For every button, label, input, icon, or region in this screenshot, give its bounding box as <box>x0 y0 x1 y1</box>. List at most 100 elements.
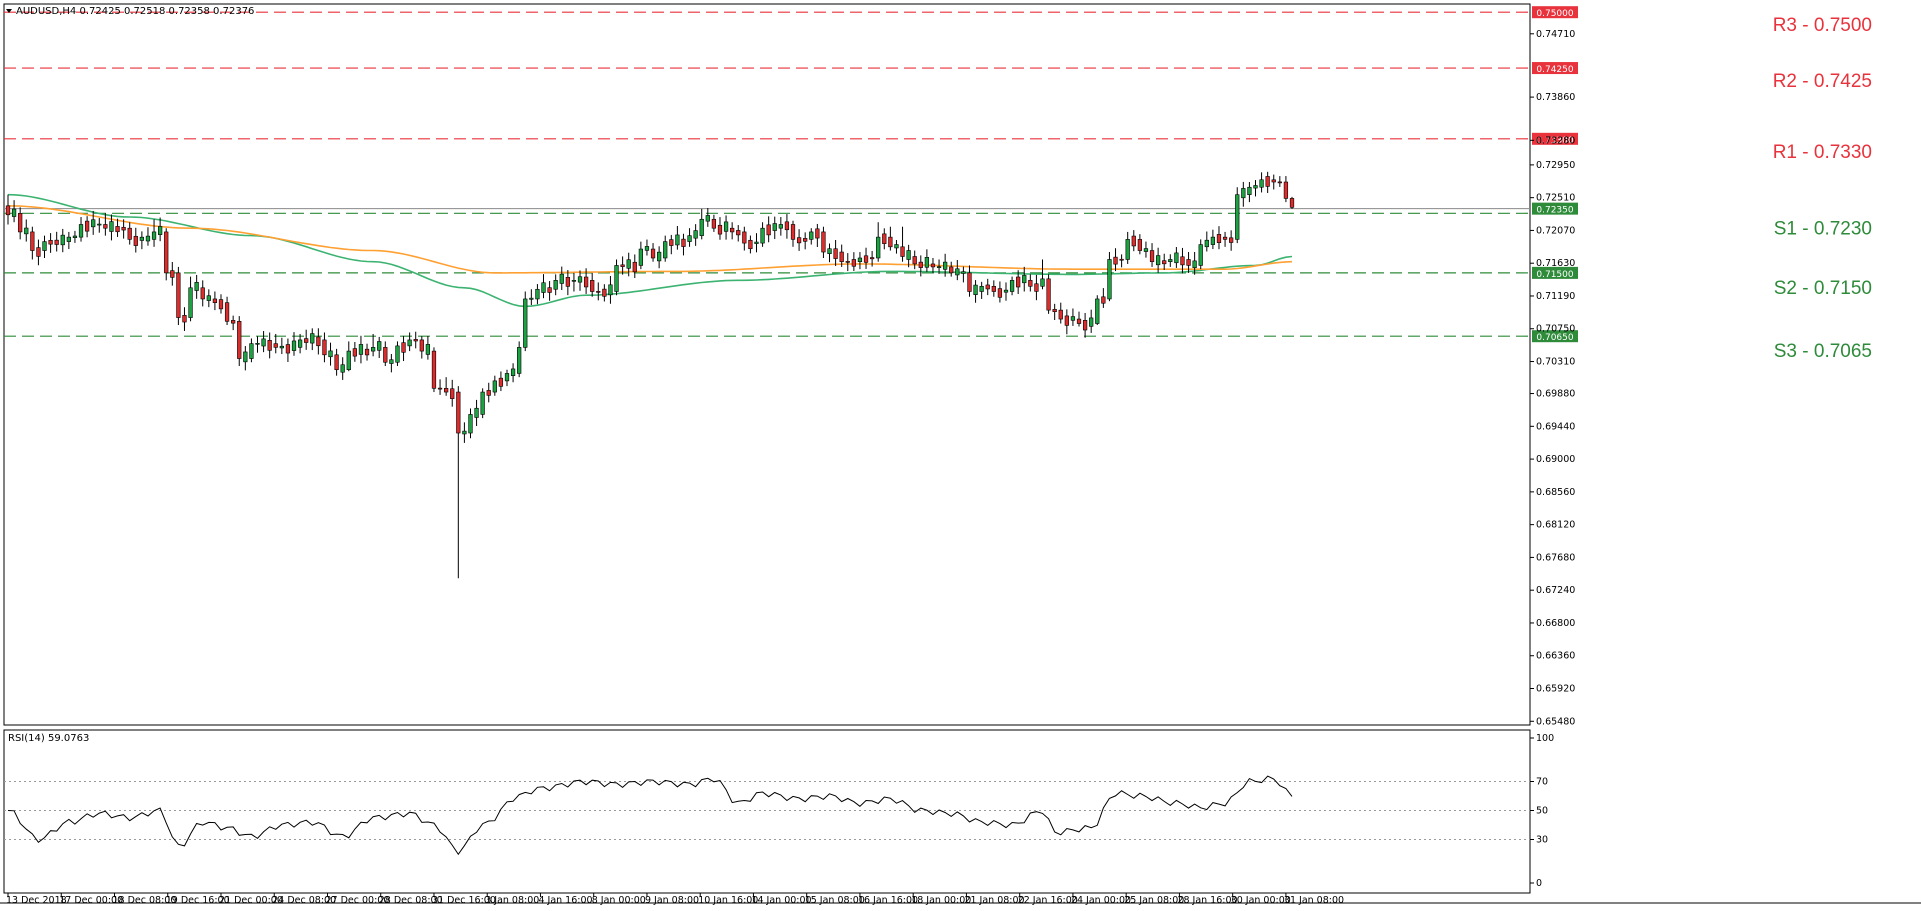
chart-header: AUDUSD,H4 0.72425 0.72518 0.72358 0.7237… <box>6 6 254 744</box>
candle-body <box>1009 280 1015 292</box>
price-tick-label: 0.68560 <box>1536 487 1575 498</box>
candle-body <box>1283 181 1289 199</box>
rsi-tick-label: 70 <box>1536 777 1548 788</box>
candle-body <box>364 348 370 356</box>
time-tick-label: 8 Jan 00:00 <box>592 895 646 906</box>
candle-body <box>389 359 394 364</box>
candle-body <box>231 320 236 324</box>
chart-frame <box>0 3 1921 904</box>
candle-body <box>273 343 278 348</box>
candle-body <box>803 238 808 242</box>
candle-body <box>1143 248 1149 252</box>
candle-body <box>596 291 601 293</box>
candle-body <box>888 236 893 248</box>
price-tick-label: 0.68120 <box>1536 520 1575 531</box>
candle-body <box>212 298 218 303</box>
main-panel-border <box>3 3 1531 726</box>
candle-body <box>790 224 796 240</box>
candle-body <box>1003 289 1009 293</box>
level-badge-s3 <box>1532 330 1578 343</box>
candle-body <box>1058 309 1063 320</box>
candle-body <box>815 228 820 239</box>
candle-body <box>431 350 437 389</box>
price-tick-label: 0.72070 <box>1536 225 1575 236</box>
rsi-line <box>7 775 1293 856</box>
candle-body <box>346 350 351 371</box>
candle-body <box>54 239 59 245</box>
price-tick-label: 0.70310 <box>1536 357 1575 368</box>
price-tick-label: 0.72510 <box>1536 193 1575 204</box>
candle-body <box>164 231 169 274</box>
time-tick-label: 21 Jan 08:00 <box>964 895 1024 906</box>
candle-body <box>486 390 491 396</box>
candle-body <box>882 233 887 244</box>
candle-body <box>121 226 126 231</box>
candle-body <box>188 287 193 318</box>
candle-body <box>1040 278 1045 287</box>
level-badge-text-r2: 0.74250 <box>1536 65 1573 75</box>
candle-body <box>200 287 205 300</box>
candle-body <box>401 342 406 353</box>
candle-body <box>97 223 102 226</box>
candle-body <box>565 277 570 287</box>
candle-body <box>1259 179 1264 188</box>
level-lines: R3 - 0.7500 0.75000 R2 - 0.7425 0.74250 R1 -… <box>4 6 1872 362</box>
candle-body <box>425 344 431 355</box>
candle-body <box>60 234 65 246</box>
candle-body <box>510 368 516 376</box>
candle-body <box>577 276 583 283</box>
candle-body <box>517 347 522 374</box>
candle-body <box>1125 239 1130 260</box>
level-label-r1: R1 - 0.7330 <box>1773 142 1872 163</box>
candle-body <box>863 255 869 263</box>
candle-body <box>827 248 832 254</box>
candle-body <box>304 338 309 343</box>
candle-body <box>900 246 905 257</box>
axes: 0.74710 0.73860 0.73280 0.72950 0.72510 0.720… <box>6 29 1575 906</box>
candle-body <box>1028 280 1033 287</box>
level-badge-text-r3: 0.75000 <box>1536 9 1573 19</box>
candle-body <box>979 285 984 292</box>
time-tick-label: 18 Dec 08:00 <box>112 895 176 906</box>
candle-body <box>145 235 151 242</box>
candle-body <box>967 272 972 292</box>
candle-body <box>498 377 504 387</box>
candle-body <box>547 287 552 293</box>
time-tick-label: 30 Jan 00:00 <box>1231 895 1291 906</box>
candle-body <box>5 205 11 216</box>
candle-body <box>559 273 564 284</box>
candle-body <box>437 387 443 390</box>
candle-body <box>912 256 917 265</box>
price-tick-label: 0.73280 <box>1536 135 1575 146</box>
candle-body <box>894 244 899 249</box>
candle-body <box>1247 186 1252 195</box>
candle-body <box>955 268 960 276</box>
candle-body <box>620 264 625 267</box>
candle-body <box>1076 318 1082 324</box>
level-badge-r3 <box>1532 6 1578 19</box>
candle-body <box>492 380 497 393</box>
candle-body <box>261 338 266 347</box>
price-tick-label: 0.69000 <box>1536 454 1575 465</box>
moving-average-line-2 <box>8 205 1293 274</box>
rsi-label: RSI(14) 59.0763 <box>8 733 89 744</box>
candle-body <box>115 226 120 233</box>
candle-body <box>1155 255 1161 266</box>
candle-body <box>1137 239 1142 251</box>
level-label-s1: S1 - 0.7230 <box>1774 218 1872 239</box>
candle-body <box>705 215 710 222</box>
candle-body <box>784 221 790 231</box>
dropdown-arrow-icon[interactable] <box>6 9 12 13</box>
candle-body <box>523 298 528 348</box>
candle-body <box>255 342 260 345</box>
candle-body <box>1265 176 1270 187</box>
time-tick-label: 22 Jan 16:00 <box>1018 895 1078 906</box>
time-tick-label: 3 Jan 08:00 <box>485 895 539 906</box>
candle-body <box>687 235 692 242</box>
time-tick-label: 24 Jan 00:00 <box>1071 895 1131 906</box>
candle-body <box>1168 259 1173 263</box>
candle-body <box>681 238 686 247</box>
candle-body <box>383 347 388 363</box>
